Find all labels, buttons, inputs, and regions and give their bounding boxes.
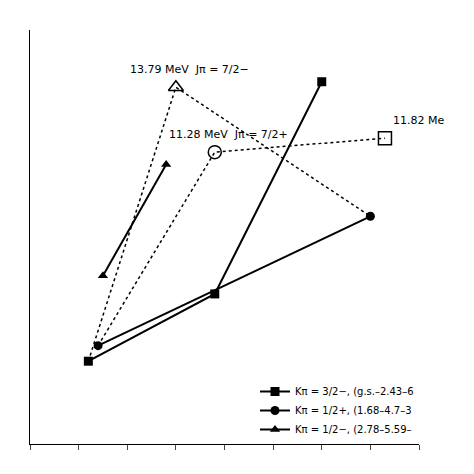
svg-text:11.82 Me: 11.82 Me <box>393 114 444 127</box>
svg-text:Kπ = 3/2−, (g.s.–2.43–6: Kπ = 3/2−, (g.s.–2.43–6 <box>295 386 414 397</box>
svg-text:Kπ = 1/2−, (2.78–5.59–: Kπ = 1/2−, (2.78–5.59– <box>295 424 412 435</box>
svg-text:11.28 MeV Jπ = 7/2+: 11.28 MeV Jπ = 7/2+ <box>169 128 288 141</box>
svg-text:13.79 MeV Jπ = 7/2−: 13.79 MeV Jπ = 7/2− <box>130 63 249 76</box>
svg-text:Kπ = 1/2+, (1.68–4.7–3: Kπ = 1/2+, (1.68–4.7–3 <box>295 405 412 416</box>
